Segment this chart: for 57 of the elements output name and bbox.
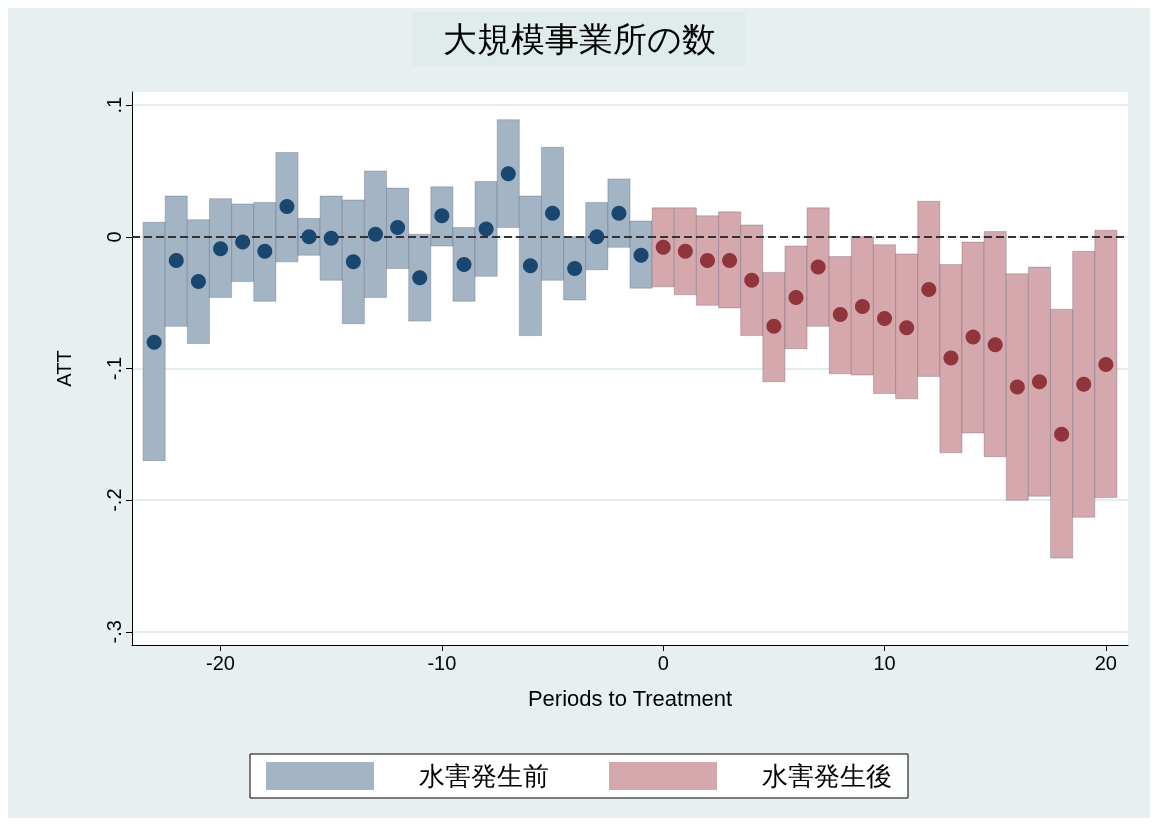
point: [655, 239, 671, 255]
point: [522, 258, 538, 274]
point: [832, 307, 848, 323]
point: [943, 350, 959, 366]
point: [921, 282, 937, 297]
point: [367, 226, 383, 242]
y-tick-label: -.2: [103, 488, 125, 512]
point: [235, 234, 251, 250]
point: [1031, 374, 1047, 390]
chart-title: 大規模事業所の数: [442, 20, 716, 58]
point: [1054, 426, 1070, 442]
x-tick-label: 10: [873, 652, 896, 674]
y-axis-title: ATT: [53, 350, 75, 387]
point: [279, 199, 295, 215]
point: [854, 299, 870, 315]
point: [500, 166, 516, 182]
point: [722, 253, 738, 269]
point: [877, 310, 893, 326]
point: [987, 337, 1003, 353]
point: [168, 253, 184, 269]
point: [633, 247, 649, 263]
x-axis-title: Periods to Treatment: [527, 685, 733, 711]
point: [810, 259, 826, 275]
y-tick-label: -.1: [103, 356, 125, 381]
point: [146, 334, 162, 350]
legend-label: 水害発生前: [419, 761, 549, 791]
x-tick-label: -10: [427, 652, 457, 674]
point: [345, 254, 361, 270]
point: [744, 272, 760, 288]
x-tick-label: -20: [206, 652, 235, 674]
y-tick-label: -.3: [103, 620, 125, 644]
point: [788, 289, 804, 305]
point: [390, 220, 406, 236]
point: [1098, 357, 1114, 373]
point: [545, 205, 561, 221]
point: [1009, 379, 1025, 395]
point: [965, 329, 981, 345]
x-tick-label: 20: [1094, 652, 1117, 674]
point: [412, 270, 428, 286]
point: [589, 229, 605, 245]
x-tick-label: 0: [657, 652, 669, 674]
point: [213, 241, 229, 257]
point: [1076, 376, 1092, 392]
point: [611, 205, 627, 221]
point: [456, 256, 472, 272]
point: [257, 243, 273, 259]
point: [899, 320, 915, 336]
point: [677, 243, 693, 259]
y-tick-label: 0: [103, 231, 125, 243]
point: [766, 318, 782, 334]
point: [567, 260, 583, 276]
point: [190, 274, 206, 290]
point: [478, 221, 494, 237]
point: [699, 253, 715, 269]
y-tick-label: .1: [103, 96, 125, 114]
point: [323, 230, 339, 246]
legend-label: 水害発生後: [762, 761, 892, 791]
